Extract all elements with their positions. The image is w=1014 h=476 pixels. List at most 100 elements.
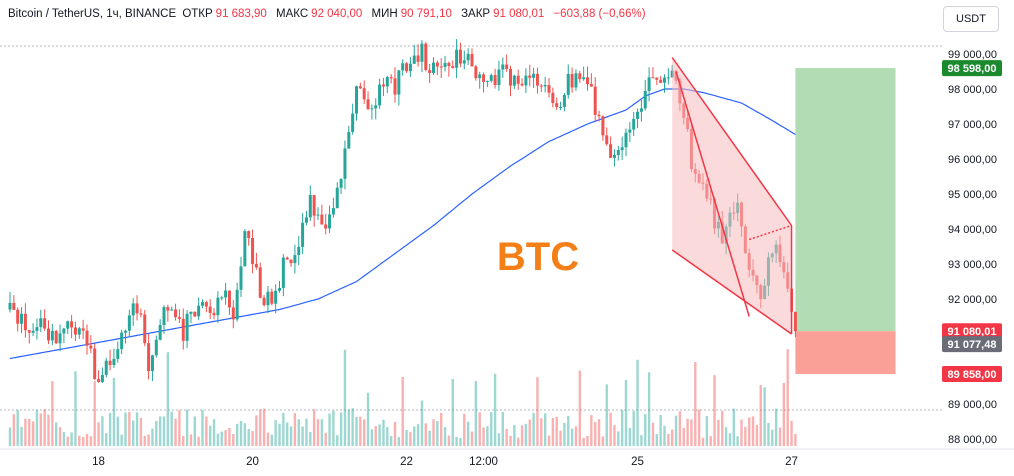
volume-bar: [312, 409, 316, 446]
volume-bar: [601, 436, 605, 446]
candle-body: [512, 75, 516, 86]
candle-body: [355, 86, 358, 114]
volume-bar: [278, 423, 281, 446]
volume-bar: [559, 430, 562, 446]
candle-body: [39, 318, 43, 328]
volume-bar: [597, 419, 601, 446]
candle-body: [301, 222, 305, 247]
candle-body: [470, 53, 474, 67]
volume-bar: [659, 414, 662, 446]
volume-bar: [389, 436, 393, 446]
candle-body: [150, 355, 154, 372]
candle-body: [66, 321, 70, 329]
volume-bar: [451, 378, 454, 446]
wedge-upper-line[interactable]: [671, 57, 793, 226]
price-tag-label: 91 080,01: [948, 326, 997, 338]
candle-body: [597, 114, 601, 117]
volume-bar: [701, 437, 705, 446]
volume-bar: [713, 375, 716, 446]
candle-body: [131, 303, 135, 316]
volume-bar: [74, 371, 77, 446]
volume-bar: [151, 428, 154, 446]
time-tick-label: 25: [631, 456, 644, 468]
volume-bar: [686, 418, 689, 446]
volume-bar: [709, 436, 712, 446]
volume-bar: [170, 411, 173, 446]
volume-bar: [243, 423, 247, 446]
candle-body: [20, 313, 24, 324]
candle-body: [378, 84, 382, 106]
candle-body: [197, 305, 201, 317]
volume-bar: [286, 422, 289, 446]
candle-body: [612, 155, 616, 158]
candle-body: [289, 259, 293, 264]
volume-bar: [774, 408, 778, 446]
volume-bar: [128, 411, 131, 446]
volume-bar: [259, 409, 262, 446]
candle-body: [397, 70, 401, 95]
candle-body: [50, 330, 54, 341]
candle-body: [586, 77, 589, 85]
price-tick-label: 97 000,00: [948, 119, 997, 131]
candle-body: [308, 195, 312, 218]
stop-zone[interactable]: [795, 331, 896, 374]
candle-body: [170, 309, 174, 311]
price-tag-target: 98 598,00: [942, 60, 1002, 77]
volume-bar: [182, 436, 185, 446]
volume-bar: [586, 435, 589, 446]
time-tick-label: 20: [246, 456, 259, 468]
price-tag-label: 98 598,00: [948, 63, 997, 75]
volume-bar: [328, 413, 331, 446]
volume-bar: [786, 349, 789, 446]
volume-bar: [209, 425, 212, 446]
candle-body: [424, 43, 428, 71]
candle-body: [220, 297, 224, 299]
volume-bar: [166, 352, 170, 446]
volume-bar: [293, 413, 297, 446]
candle-body: [455, 49, 459, 68]
profit-zone[interactable]: [795, 68, 896, 332]
volume-bar: [759, 385, 762, 446]
volume-bar: [339, 412, 343, 446]
volume-bar: [459, 437, 462, 446]
candle-body: [466, 53, 470, 61]
volume-bar: [359, 416, 362, 446]
candle-body: [485, 80, 489, 82]
candle-body: [16, 309, 20, 324]
volume-bar: [251, 431, 254, 446]
volume-bar: [224, 430, 227, 446]
volume-bar: [428, 430, 431, 446]
volume-bar: [482, 427, 485, 446]
candle-body: [304, 217, 308, 223]
volume-bar: [316, 419, 320, 446]
candle-body: [127, 315, 131, 331]
price-tick-label: 99 000,00: [948, 49, 997, 61]
wedge-lower-line[interactable]: [671, 249, 792, 335]
currency-button[interactable]: USDT: [943, 6, 999, 32]
volume-bar: [401, 376, 404, 446]
volume-bar: [647, 372, 651, 446]
volume-bar: [324, 432, 327, 446]
candle-body: [528, 75, 532, 78]
volume-bar: [617, 431, 620, 446]
candle-body: [462, 60, 466, 64]
candle-body: [362, 88, 366, 100]
change-value: −603,88 (−0,66%): [553, 8, 646, 20]
candle-body: [589, 84, 593, 87]
wedge-breakout-line[interactable]: [748, 224, 792, 241]
volume-bar: [8, 427, 12, 446]
time-tick-label: 27: [785, 456, 798, 468]
volume-bar: [393, 421, 397, 446]
volume-bar: [112, 377, 116, 446]
volume-bar: [35, 410, 39, 446]
candle-body: [174, 309, 178, 318]
volume-bar: [474, 380, 478, 446]
candle-body: [135, 303, 139, 314]
price-tag-box: [942, 60, 1002, 77]
low-label: МИН: [371, 8, 398, 20]
volume-bar: [374, 425, 377, 446]
wedge-inner-line[interactable]: [675, 71, 750, 317]
symbol-name[interactable]: Bitcoin / TetherUS, 1ч, BINANCE: [8, 8, 177, 20]
volume-bar: [320, 419, 324, 446]
